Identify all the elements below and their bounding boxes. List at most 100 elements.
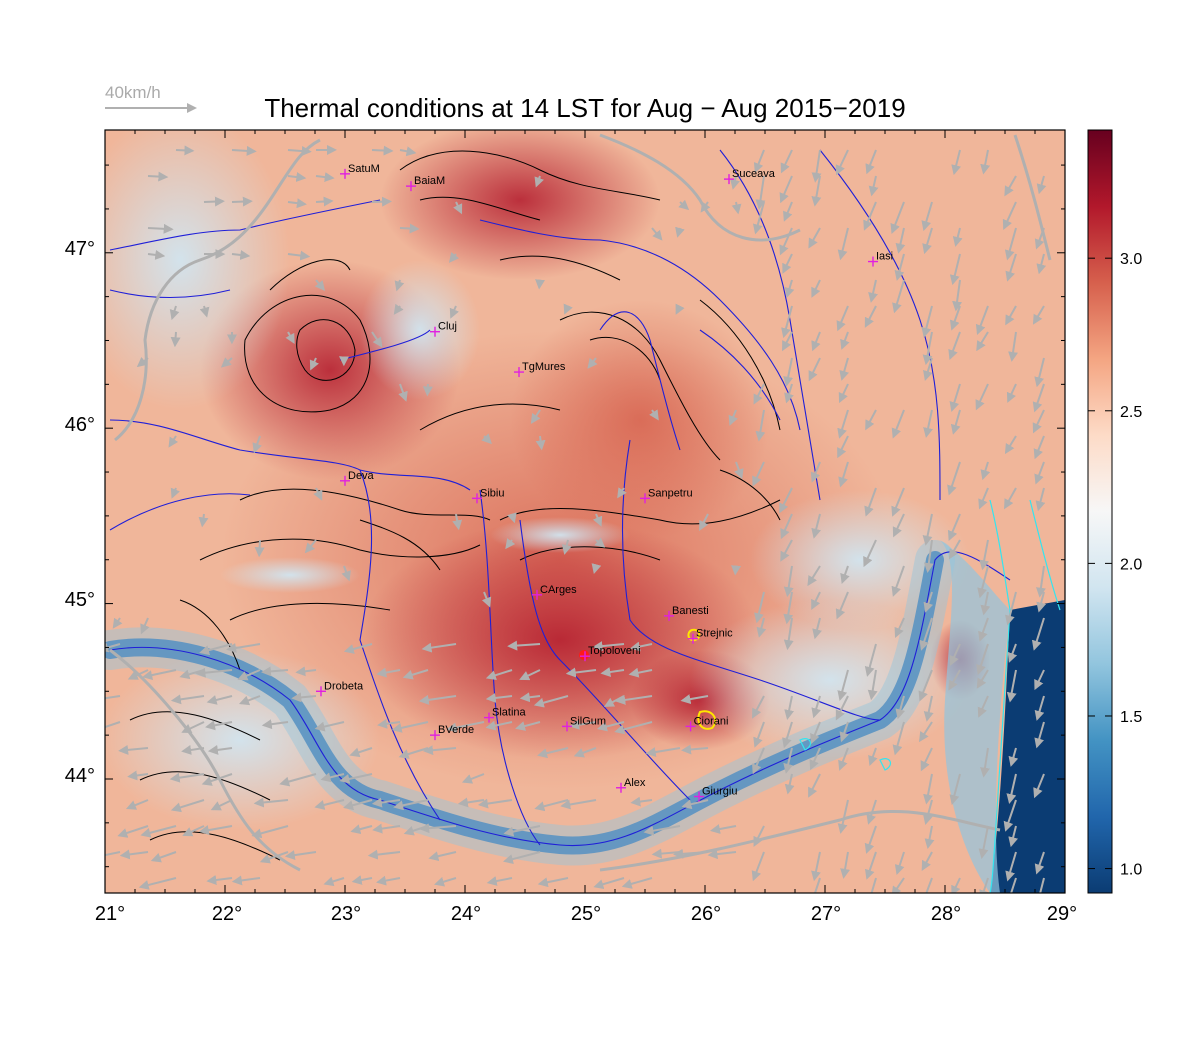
wind-arrow xyxy=(207,744,233,755)
wind-arrow xyxy=(675,226,685,238)
wind-arrow xyxy=(565,667,597,678)
wind-arrow xyxy=(867,669,878,701)
wind-arrow xyxy=(784,383,794,404)
x-tick-label: 22° xyxy=(212,903,242,925)
city-label: Drobeta xyxy=(324,680,364,692)
axis-ticks xyxy=(104,130,1066,893)
wind-arrow xyxy=(839,357,850,381)
wind-arrow xyxy=(948,539,961,560)
colorbar: 3.0 2.5 2.0 1.5 1.0 xyxy=(1087,129,1142,894)
wind-arrow xyxy=(376,667,401,678)
wind-arrow xyxy=(978,487,989,510)
wind-arrow xyxy=(343,643,373,654)
wind-vectors xyxy=(105,144,1047,893)
wind-arrow xyxy=(112,617,123,629)
wind-arrow xyxy=(808,773,821,798)
city-label: Iasi xyxy=(876,251,893,263)
wind-arrow xyxy=(1008,331,1019,362)
wind-arrow xyxy=(569,719,597,730)
wind-arrow xyxy=(452,513,463,531)
wind-arrow xyxy=(808,227,821,249)
wind-arrow xyxy=(1036,565,1046,598)
wind-arrow xyxy=(681,744,709,755)
wind-arrow xyxy=(446,721,485,733)
city-marker: Alex xyxy=(616,777,646,793)
wind-arrow xyxy=(809,747,821,771)
wind-arrow xyxy=(781,305,793,339)
y-axis-labels: 47° 46° 45° 44° xyxy=(65,238,95,787)
wind-arrow xyxy=(231,875,261,886)
wind-arrow xyxy=(1005,253,1017,282)
wind-arrow xyxy=(287,172,307,182)
wind-arrow xyxy=(205,720,233,731)
wind-arrow xyxy=(181,721,205,733)
city-label: CArges xyxy=(540,584,577,596)
wind-arrow xyxy=(837,227,849,261)
wind-arrow xyxy=(807,565,821,587)
wind-arrow xyxy=(1036,175,1047,195)
wind-arrow xyxy=(481,591,492,608)
wind-arrow xyxy=(563,303,573,315)
wind-arrow xyxy=(709,824,737,834)
x-tick-label: 29° xyxy=(1047,903,1077,925)
wind-arrow xyxy=(287,198,307,209)
wind-arrow xyxy=(341,565,351,582)
wind-arrow xyxy=(505,538,516,550)
city-label: Banesti xyxy=(672,605,709,617)
wind-arrow xyxy=(203,196,225,207)
y-tick-label: 44° xyxy=(65,765,95,787)
wind-arrow xyxy=(949,253,961,286)
wind-arrow xyxy=(1034,695,1045,721)
wind-arrow xyxy=(629,641,653,652)
city-marker: Ciorani xyxy=(685,715,728,732)
wind-arrow xyxy=(783,591,794,625)
wind-arrow xyxy=(220,357,233,368)
wind-arrow xyxy=(485,720,513,731)
city-label: SatuM xyxy=(348,163,380,175)
wind-arrow xyxy=(783,617,794,651)
wind-arrow xyxy=(587,357,598,369)
wind-arrow xyxy=(980,591,991,616)
wind-arrow xyxy=(617,487,627,499)
wind-arrow xyxy=(251,825,289,839)
wind-arrow xyxy=(105,721,121,729)
wind-arrow xyxy=(977,565,989,599)
wind-arrow xyxy=(1034,227,1045,250)
wind-arrow xyxy=(868,747,878,766)
wind-arrow xyxy=(675,303,685,315)
wind-arrow xyxy=(1036,253,1047,275)
city-label: Sibiu xyxy=(480,487,504,499)
wind-arrow xyxy=(699,513,709,531)
wind-arrow xyxy=(1002,201,1017,230)
wind-arrow xyxy=(592,513,603,527)
city-marker: Banesti xyxy=(664,605,709,621)
wind-arrow xyxy=(175,145,195,156)
wind-arrow xyxy=(1006,669,1017,703)
wind-arrow xyxy=(923,357,933,381)
wind-arrow xyxy=(253,797,289,808)
wind-arrow xyxy=(502,851,541,864)
wind-arrow xyxy=(840,565,850,585)
wind-arrow xyxy=(891,409,905,439)
city-label: Alex xyxy=(624,777,646,789)
city-marker: Strejnic xyxy=(688,628,733,644)
wind-arrow xyxy=(519,669,541,681)
wind-arrow xyxy=(643,825,681,836)
wind-arrow xyxy=(142,669,177,680)
wind-arrow xyxy=(922,227,933,255)
wind-arrow xyxy=(1007,643,1018,663)
wind-arrow xyxy=(951,149,961,176)
wind-arrow xyxy=(925,877,933,893)
wind-arrow xyxy=(784,695,795,720)
wind-arrow xyxy=(423,745,457,756)
wind-arrow xyxy=(125,799,149,810)
wind-arrow xyxy=(198,825,233,836)
wind-arrow xyxy=(287,146,312,157)
wind-arrow xyxy=(922,331,933,366)
city-label: Deva xyxy=(348,470,375,482)
wind-arrow xyxy=(315,196,334,207)
wind-arrow xyxy=(105,851,121,857)
wind-arrow xyxy=(756,617,767,638)
wind-arrow xyxy=(136,356,149,368)
wind-arrow xyxy=(840,851,851,879)
